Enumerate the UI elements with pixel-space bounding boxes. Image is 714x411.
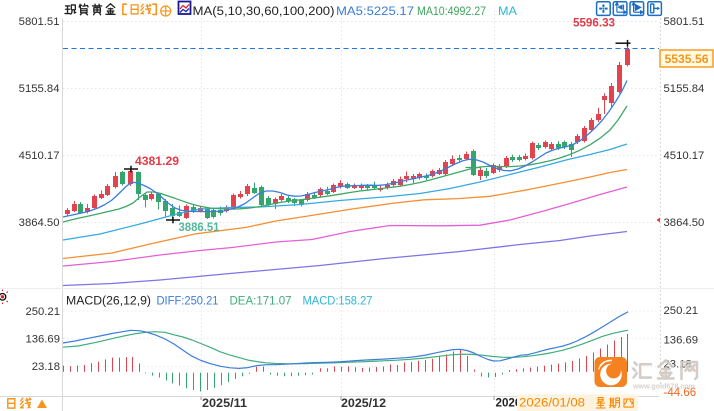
svg-text:136.69: 136.69 <box>25 334 60 346</box>
svg-text:MA5:5225.17: MA5:5225.17 <box>336 4 414 18</box>
svg-text:3886.51: 3886.51 <box>179 220 220 234</box>
svg-text:23.18: 23.18 <box>32 361 60 373</box>
svg-text:2025/11: 2025/11 <box>202 396 247 410</box>
svg-text:250.21: 250.21 <box>25 306 60 318</box>
svg-text:4381.29: 4381.29 <box>135 154 179 168</box>
svg-text:136.69: 136.69 <box>664 335 699 347</box>
svg-text:4510.17: 4510.17 <box>664 150 705 162</box>
svg-text:3864.50: 3864.50 <box>664 217 705 229</box>
svg-text:5596.33: 5596.33 <box>573 15 615 29</box>
svg-text:5801.51: 5801.51 <box>19 16 60 28</box>
svg-text:2026/01/08: 2026/01/08 <box>519 396 585 410</box>
svg-text:MACD(26,12,9): MACD(26,12,9) <box>66 293 151 307</box>
svg-text:-44.66: -44.66 <box>664 387 697 399</box>
svg-text:MACD:158.27: MACD:158.27 <box>303 293 373 307</box>
svg-text:5535.56: 5535.56 <box>665 52 709 66</box>
svg-text:MA10:4992.27: MA10:4992.27 <box>417 4 486 18</box>
svg-text:2025/12: 2025/12 <box>341 396 386 410</box>
svg-text:3864.50: 3864.50 <box>19 217 60 229</box>
svg-text:4510.17: 4510.17 <box>19 150 60 162</box>
svg-text:5801.51: 5801.51 <box>664 16 705 28</box>
svg-text:www.gold678.com: www.gold678.com <box>632 382 695 391</box>
svg-text:250.21: 250.21 <box>664 305 699 317</box>
svg-text:DEA:171.07: DEA:171.07 <box>230 293 292 307</box>
svg-text:MA(5,10,30,60,100,200): MA(5,10,30,60,100,200) <box>193 4 335 18</box>
svg-text:MA: MA <box>498 4 518 18</box>
svg-text:5155.84: 5155.84 <box>664 83 705 95</box>
svg-text:5155.84: 5155.84 <box>19 83 60 95</box>
svg-text:DIFF:250.21: DIFF:250.21 <box>157 293 219 307</box>
